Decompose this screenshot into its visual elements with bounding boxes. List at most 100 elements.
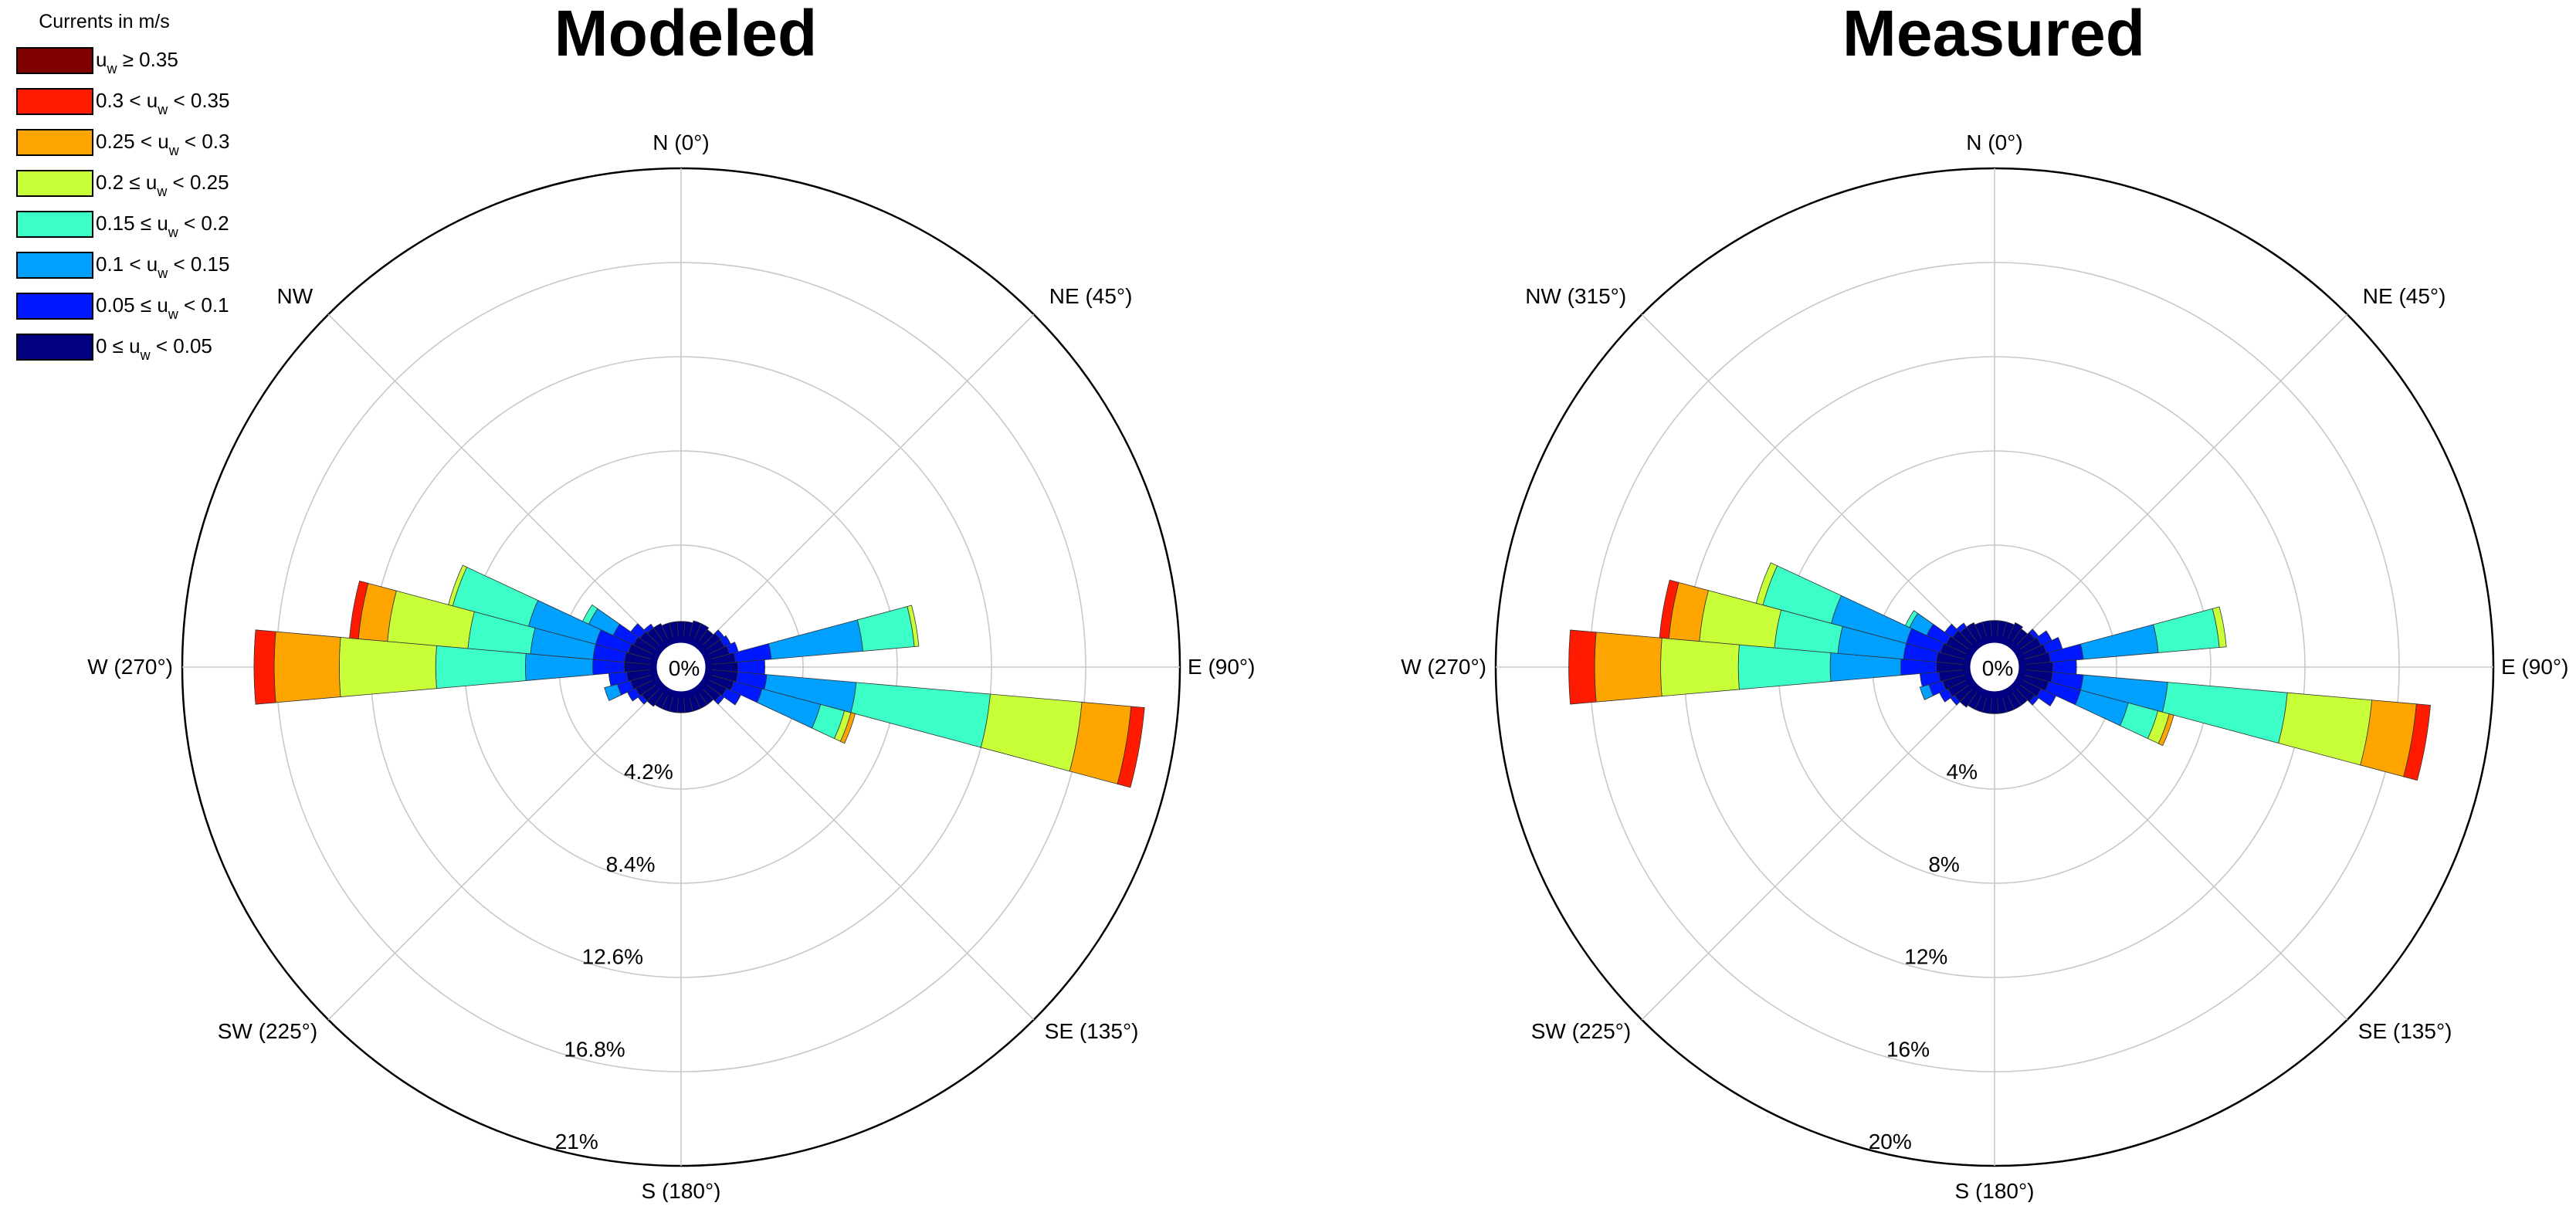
petal-segment: [1944, 623, 1959, 639]
petal: [349, 580, 655, 666]
petal-segment: [643, 623, 654, 634]
petal-segment: [907, 605, 920, 648]
petal: [2013, 683, 2039, 706]
petal-segment: [582, 604, 598, 625]
petal: [608, 669, 655, 686]
petal-segment: [1117, 706, 1145, 788]
direction-label: W (270°): [1401, 655, 1486, 679]
ring-label: 12%: [1904, 945, 1947, 969]
petal-segment: [2403, 703, 2431, 781]
petal-segment: [1659, 579, 1679, 639]
petal: [707, 605, 920, 666]
direction-label: NW: [277, 284, 314, 308]
legend-swatch: [16, 170, 93, 197]
grid-spoke: [1641, 313, 1976, 649]
legend-swatch: [16, 211, 93, 238]
petal-segment: [714, 694, 725, 705]
ring-label: 16.8%: [564, 1037, 625, 1061]
petal-segment: [768, 619, 863, 660]
grid-spoke: [327, 686, 663, 1021]
legend-entry: 0.25 < uw < 0.3: [16, 129, 229, 158]
legend-label: 0.15 ≤ uw < 0.2: [96, 212, 229, 240]
grid-spoke: [2013, 686, 2348, 1021]
petal-segment: [339, 636, 437, 698]
petal-segment: [273, 631, 341, 703]
petal-segment: [1594, 632, 1663, 703]
petal-segment: [1568, 629, 1597, 705]
ring-label: 4%: [1947, 760, 1978, 784]
legend-entry: 0.15 ≤ uw < 0.2: [16, 211, 229, 240]
grid-spoke: [1641, 686, 1976, 1021]
legend: Currents in m/s uw ≥ 0.35 0.3 < uw < 0.35 0…: [16, 11, 229, 363]
legend-swatch: [16, 88, 93, 115]
legend-entry: 0.2 ≤ uw < 0.25: [16, 170, 229, 199]
petal: [448, 564, 656, 661]
legend-title: Currents in m/s: [39, 11, 169, 32]
petal-segment: [2161, 682, 2288, 744]
measured-wind-rose: Measured 0% 4% 8% 12% 16% 20% N (0°) NE (45°) E (…: [1401, 0, 2568, 1203]
legend-entry: 0 ≤ uw < 0.05: [16, 334, 212, 363]
grid-spoke: [327, 313, 663, 649]
legend-label: 0.1 < uw < 0.15: [96, 252, 229, 281]
petal-segment: [733, 643, 772, 663]
direction-label: SW (225°): [1531, 1019, 1631, 1043]
petal: [2021, 669, 2431, 781]
ring-label: 20%: [1869, 1130, 1912, 1153]
direction-label: NW (315°): [1525, 284, 1626, 308]
direction-label: E (90°): [1188, 655, 1255, 679]
legend-label: 0.05 ≤ uw < 0.1: [96, 293, 229, 322]
petal: [707, 669, 1145, 788]
grid-spoke: [700, 686, 1035, 1021]
petal: [2022, 659, 2077, 675]
grid-spoke: [700, 313, 1035, 649]
direction-label: SW (225°): [218, 1019, 317, 1043]
ring-label: 8%: [1928, 852, 1959, 876]
petal-segment: [448, 564, 468, 607]
petal: [2019, 673, 2174, 747]
legend-entry: 0.3 < uw < 0.35: [16, 88, 229, 117]
petal: [626, 678, 659, 702]
direction-label: SE (135°): [1045, 1019, 1139, 1043]
direction-label: NE (45°): [2363, 284, 2446, 308]
legend-label: 0.2 ≤ uw < 0.25: [96, 171, 229, 199]
petal-segment: [604, 683, 622, 701]
petal: [1904, 610, 1973, 656]
legend-swatch: [16, 334, 93, 361]
center-label: 0%: [669, 656, 700, 680]
petal: [1568, 629, 1968, 705]
direction-label: SE (135°): [2358, 1019, 2452, 1043]
legend-swatch: [16, 129, 93, 156]
direction-label: N (0°): [652, 130, 709, 154]
direction-label: W (270°): [87, 655, 173, 679]
petal-segment: [630, 623, 646, 639]
petal: [582, 604, 659, 656]
center-hole: [1963, 635, 2026, 699]
petal-segment: [2029, 694, 2039, 706]
petal-segment: [1956, 622, 1968, 633]
petal: [253, 629, 654, 705]
petal-segment: [2212, 606, 2227, 648]
chart-title: Modeled: [554, 0, 818, 69]
legend-label: uw ≥ 0.35: [96, 48, 178, 76]
ring-label: 4.2%: [624, 760, 673, 784]
petal-segment: [2052, 659, 2077, 675]
direction-label: NE (45°): [1049, 284, 1133, 308]
legend-entry: uw ≥ 0.35: [16, 47, 178, 76]
center-hole: [649, 635, 713, 699]
petal-segment: [253, 629, 276, 705]
petal-segment: [839, 712, 856, 744]
legend-label: 0.25 < uw < 0.3: [96, 130, 229, 158]
ring-label: 21%: [555, 1130, 598, 1153]
chart-title: Measured: [1842, 0, 2145, 69]
petal: [1659, 579, 1968, 666]
legend-label: 0.3 < uw < 0.35: [96, 89, 229, 117]
direction-label: S (180°): [1954, 1179, 2034, 1202]
legend-swatch: [16, 293, 93, 320]
center-label: 0%: [1982, 656, 2013, 680]
legend-entry: 0.05 ≤ uw < 0.1: [16, 293, 229, 322]
legend-swatch: [16, 47, 93, 74]
petal-segment: [980, 693, 1083, 772]
petal-segment: [2157, 713, 2174, 747]
legend-label: 0 ≤ uw < 0.05: [96, 334, 212, 363]
